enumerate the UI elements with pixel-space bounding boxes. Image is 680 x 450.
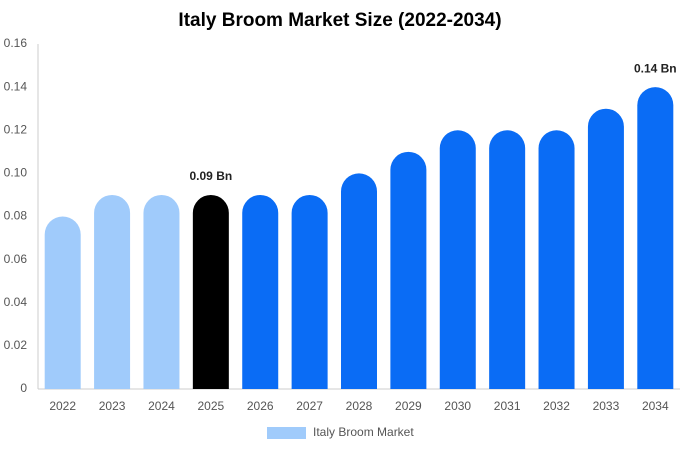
bar — [538, 130, 575, 390]
x-tick-label: 2029 — [395, 399, 422, 413]
bar — [242, 194, 279, 389]
x-tick-label: 2025 — [197, 399, 224, 413]
bar — [637, 87, 674, 389]
y-tick-label: 0 — [20, 381, 27, 395]
y-tick-label: 0.08 — [4, 209, 28, 223]
bar — [390, 151, 427, 389]
x-tick-label: 2030 — [444, 399, 471, 413]
y-tick-label: 0.02 — [4, 338, 28, 352]
bar — [341, 173, 377, 389]
y-tick-label: 0.12 — [4, 122, 28, 136]
bar — [439, 130, 476, 390]
x-tick-label: 2028 — [346, 399, 373, 413]
y-tick-label: 0.14 — [4, 79, 28, 93]
x-tick-label: 2033 — [593, 399, 620, 413]
x-tick-label: 2032 — [543, 399, 570, 413]
x-tick-label: 2022 — [49, 399, 76, 413]
x-tick-label: 2026 — [247, 399, 274, 413]
y-tick-label: 0.04 — [4, 295, 28, 309]
value-label: 0.14 Bn — [634, 61, 677, 75]
y-tick-label: 0.06 — [4, 252, 28, 266]
legend-label: Italy Broom Market — [313, 425, 414, 439]
x-tick-label: 2024 — [148, 399, 175, 413]
bar — [44, 216, 81, 389]
legend-swatch — [267, 427, 306, 439]
x-tick-label: 2023 — [99, 399, 126, 413]
y-tick-label: 0.16 — [4, 36, 28, 50]
bar — [489, 130, 526, 389]
x-tick-label: 2031 — [494, 399, 521, 413]
chart-title: Italy Broom Market Size (2022-2034) — [178, 10, 501, 31]
bar — [291, 194, 328, 389]
value-label: 0.09 Bn — [190, 169, 233, 183]
bar — [587, 108, 624, 389]
bar — [94, 194, 131, 389]
x-tick-label: 2034 — [642, 399, 669, 413]
bar — [143, 194, 180, 389]
y-tick-label: 0.10 — [4, 166, 28, 180]
bar — [192, 194, 229, 389]
x-tick-label: 2027 — [296, 399, 323, 413]
